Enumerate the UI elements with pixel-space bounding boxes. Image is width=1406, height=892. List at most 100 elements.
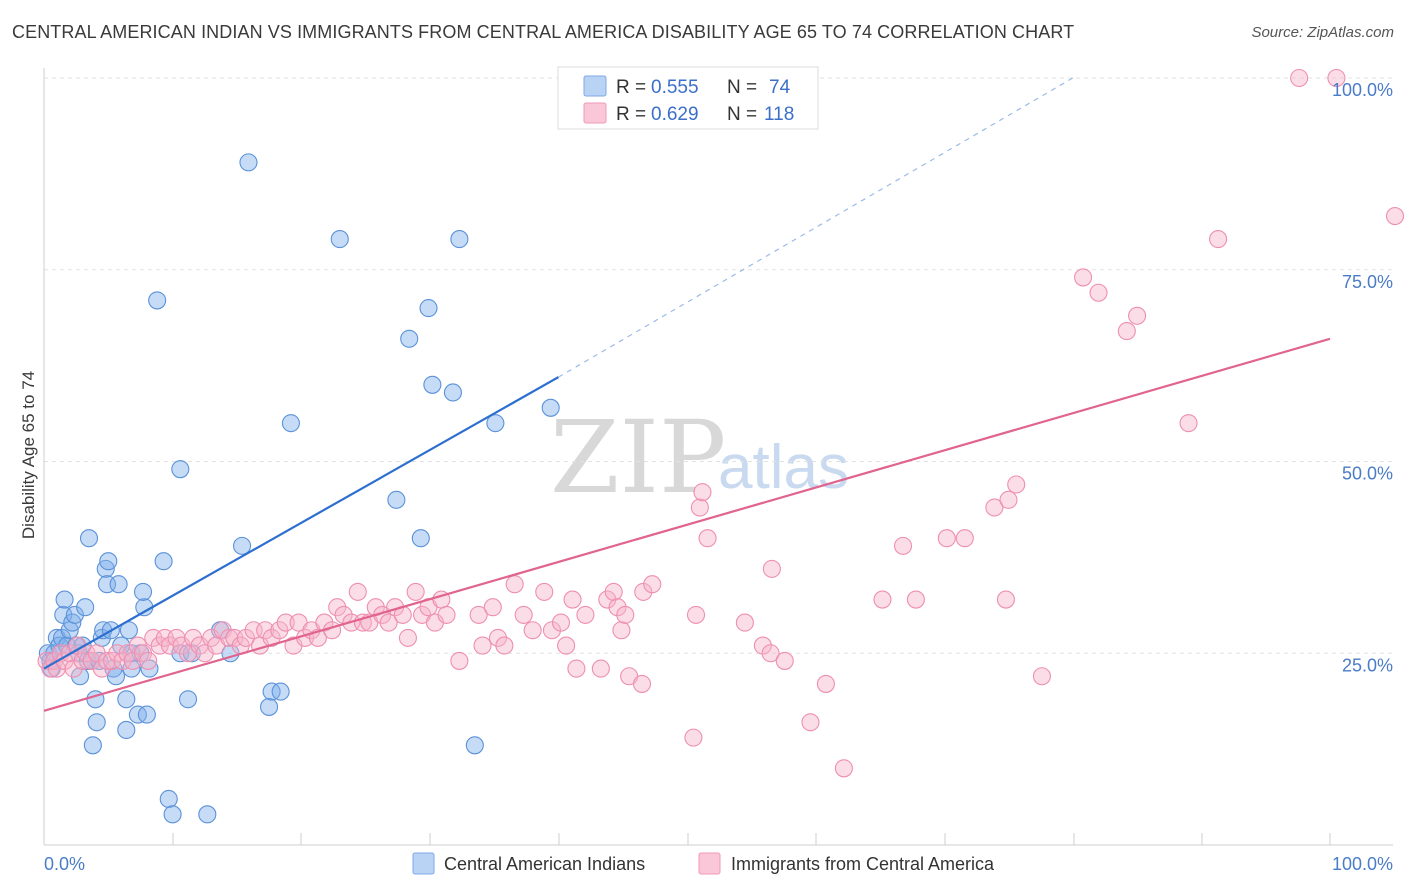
data-point: [315, 613, 334, 632]
data-point: [198, 805, 217, 824]
legend-r-value-1: 0.629: [651, 104, 699, 125]
bottom-legend-label-0: Central American Indians: [444, 854, 645, 874]
data-point: [576, 605, 595, 624]
data-point: [411, 529, 430, 548]
data-point: [117, 720, 136, 740]
watermark-atlas: atlas: [718, 433, 849, 502]
data-point: [270, 621, 289, 640]
data-point: [437, 605, 456, 624]
data-point: [698, 529, 717, 548]
data-point: [137, 705, 156, 724]
bottom-legend-swatch-pink: [698, 852, 721, 875]
data-point: [735, 613, 754, 632]
data-point: [801, 713, 820, 732]
data-point: [139, 651, 158, 670]
data-point: [83, 736, 102, 755]
data-point: [148, 291, 167, 310]
bottom-legend-swatch-blue: [412, 852, 435, 875]
data-point: [406, 582, 425, 601]
data-point: [109, 575, 128, 594]
data-point: [985, 498, 1004, 517]
source-label: Source: ZipAtlas.com: [1251, 24, 1394, 41]
data-point: [608, 598, 627, 617]
data-point: [65, 605, 84, 624]
data-point: [271, 682, 290, 701]
data-point: [616, 605, 635, 624]
y-tick-label-3: 100.0%: [1332, 80, 1393, 100]
data-point: [834, 759, 853, 778]
bottom-legend: Central American Indians Immigrants from…: [412, 852, 995, 875]
data-point: [591, 659, 610, 678]
data-point: [1179, 414, 1198, 433]
data-point: [753, 636, 772, 655]
data-point: [535, 582, 554, 601]
data-point: [330, 230, 349, 249]
data-point: [557, 636, 576, 655]
data-point: [450, 651, 469, 670]
data-point: [1089, 283, 1108, 302]
data-point: [465, 736, 484, 755]
data-point: [612, 621, 631, 640]
data-point: [328, 598, 347, 617]
data-point: [379, 613, 398, 632]
data-point: [937, 529, 956, 548]
trend-line-pink: [43, 337, 1331, 712]
data-point: [690, 498, 709, 517]
data-point: [419, 299, 438, 318]
data-point: [693, 483, 712, 502]
data-point: [1209, 230, 1228, 249]
legend-n-value-1: 118: [764, 104, 794, 125]
data-point: [76, 598, 95, 617]
legend-swatch-blue: [583, 75, 607, 97]
data-point: [1074, 268, 1093, 287]
data-point: [398, 628, 417, 647]
y-tick-label-1: 50.0%: [1342, 464, 1393, 484]
data-point: [55, 590, 74, 609]
data-point: [473, 636, 492, 655]
y-tick-labels: 25.0% 50.0% 75.0% 100.0%: [1332, 80, 1393, 675]
data-point: [1327, 68, 1346, 88]
legend: R = 0.555 N = 74 R = 0.629 N = 118: [557, 66, 819, 130]
data-point: [684, 728, 703, 747]
data-point: [348, 582, 367, 601]
data-point: [495, 636, 514, 655]
legend-n-value-0: 74: [769, 77, 791, 98]
series-immigrants-central-america: [37, 68, 1405, 778]
data-point: [97, 651, 117, 670]
data-point: [79, 529, 99, 548]
data-point: [996, 590, 1015, 609]
data-point: [443, 383, 462, 402]
data-point: [182, 644, 201, 663]
data-point: [259, 697, 279, 716]
x-tick-label-max: 100.0%: [1332, 854, 1393, 874]
legend-r-label-0: R =: [616, 77, 646, 98]
data-point: [87, 713, 106, 732]
data-point: [604, 582, 623, 601]
data-point: [567, 659, 586, 678]
data-point: [239, 153, 258, 172]
data-point: [423, 375, 442, 394]
data-point: [816, 674, 835, 693]
data-point: [1128, 306, 1147, 325]
chart-title: CENTRAL AMERICAN INDIAN VS IMMIGRANTS FR…: [12, 22, 1075, 42]
data-point: [632, 674, 652, 693]
data-point: [541, 398, 560, 417]
x-tick-label-min: 0.0%: [44, 854, 85, 874]
data-point: [1385, 207, 1405, 226]
legend-swatch-pink: [583, 102, 607, 124]
data-point: [873, 590, 892, 609]
data-point: [551, 613, 571, 632]
data-point: [469, 605, 488, 624]
data-point: [775, 651, 794, 670]
data-point: [505, 575, 524, 594]
data-point: [184, 628, 203, 647]
data-point: [117, 690, 136, 709]
data-point: [262, 628, 281, 647]
data-point: [999, 490, 1018, 509]
data-point: [256, 621, 275, 640]
data-point: [133, 582, 153, 601]
legend-r-value-0: 0.555: [651, 77, 699, 98]
data-point: [171, 460, 190, 479]
trend-lines: [43, 77, 1331, 712]
legend-r-label-1: R =: [616, 104, 646, 125]
